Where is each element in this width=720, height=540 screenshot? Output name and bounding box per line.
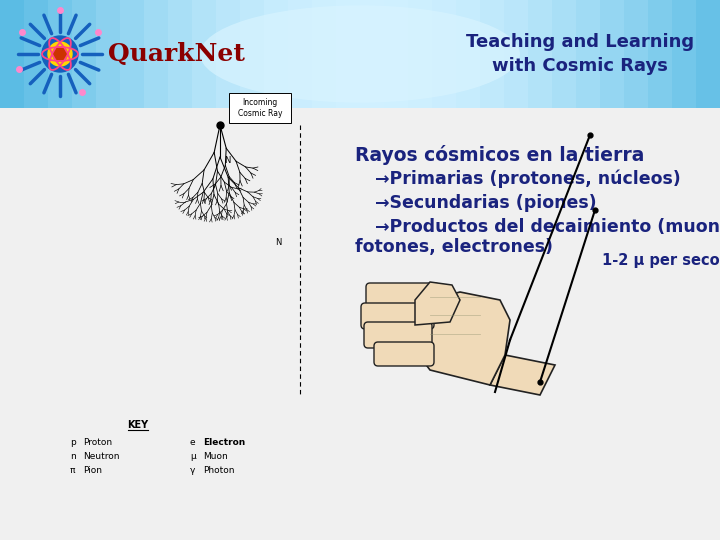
Bar [216,0,241,108]
Bar [192,0,217,108]
Bar [432,0,457,108]
FancyBboxPatch shape [229,93,291,123]
Bar [384,0,409,108]
Text: →Primarias (protones, núcleos): →Primarias (protones, núcleos) [375,170,680,188]
Bar [264,0,289,108]
Text: Muon: Muon [203,452,228,461]
Bar [0,0,25,108]
Polygon shape [415,282,460,325]
Text: π: π [70,466,76,475]
Circle shape [42,36,78,72]
Bar [168,0,193,108]
Circle shape [53,47,67,61]
Bar [408,0,433,108]
Bar [672,0,697,108]
Text: N: N [275,238,282,247]
Text: 1-2 μ per second: 1-2 μ per second [602,253,720,267]
Text: Incoming
Cosmic Ray: Incoming Cosmic Ray [238,98,282,118]
Text: p: p [70,438,76,447]
FancyBboxPatch shape [361,303,434,329]
Text: QuarkNet: QuarkNet [108,42,245,66]
Bar [72,0,97,108]
FancyBboxPatch shape [366,283,439,309]
Text: Photon: Photon [203,466,235,475]
Bar [240,0,265,108]
Polygon shape [490,355,555,395]
Bar [504,0,529,108]
Bar [120,0,145,108]
Text: N: N [224,156,230,165]
Text: μ: μ [190,452,196,461]
Text: fotones, electrones): fotones, electrones) [355,238,553,256]
Bar [360,0,385,108]
Polygon shape [415,292,510,385]
Bar [624,0,649,108]
Circle shape [48,42,72,66]
Text: Rayos cósmicos en la tierra: Rayos cósmicos en la tierra [355,145,644,165]
Bar [96,0,121,108]
Bar [312,0,337,108]
Bar [456,0,481,108]
Text: γ: γ [190,466,195,475]
Bar [288,0,313,108]
Ellipse shape [200,5,520,103]
Text: Electron: Electron [203,438,246,447]
Bar [648,0,673,108]
Bar [48,0,73,108]
Text: e: e [190,438,196,447]
FancyBboxPatch shape [374,342,434,366]
Bar [696,0,720,108]
Text: with Cosmic Rays: with Cosmic Rays [492,57,668,75]
Bar [144,0,169,108]
FancyBboxPatch shape [364,322,432,348]
Bar [576,0,601,108]
Bar [480,0,505,108]
Text: Proton: Proton [83,438,112,447]
Bar [336,0,361,108]
Bar [528,0,553,108]
Text: KEY: KEY [127,420,148,430]
Text: →Productos del decaimiento (muones,: →Productos del decaimiento (muones, [375,218,720,236]
Text: Teaching and Learning: Teaching and Learning [466,33,694,51]
Text: Pion: Pion [83,466,102,475]
Bar [600,0,625,108]
Text: n: n [70,452,76,461]
Bar [552,0,577,108]
Bar [24,0,49,108]
Text: Neutron: Neutron [83,452,120,461]
Text: →Secundarias (piones): →Secundarias (piones) [375,194,597,212]
